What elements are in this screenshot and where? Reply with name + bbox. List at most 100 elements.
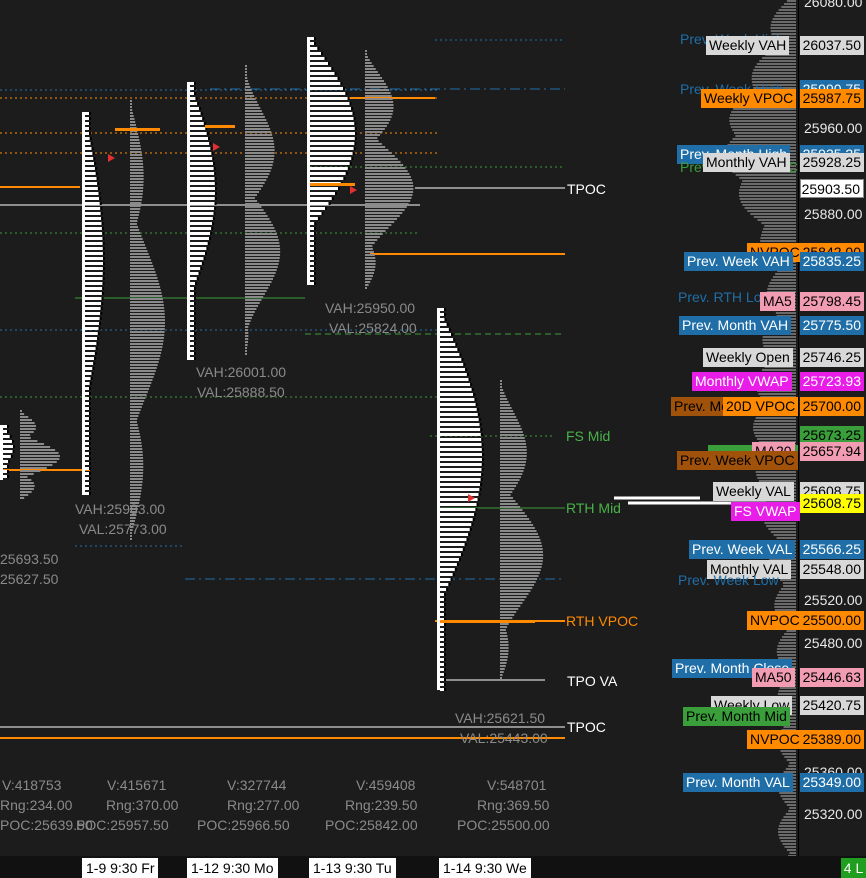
volume-bar-1 [130, 511, 138, 513]
volume-bar-2 [245, 239, 279, 241]
volume-bar-1 [130, 388, 150, 390]
level-price-weekly-open: 25746.25 [800, 348, 864, 367]
volume-bar-3 [365, 110, 394, 112]
composite-volume-bar [780, 588, 796, 590]
tpo-profile-2-row-edge [203, 122, 206, 125]
tpo-profile-3-row-edge [314, 237, 316, 240]
tpo-profile-1-row [85, 162, 95, 165]
composite-volume-bar [772, 18, 796, 20]
volume-bar-4 [500, 572, 540, 574]
tpo-profile-2-row-edge [213, 167, 216, 170]
tpo-profile-1-row [85, 272, 103, 275]
mode-badge[interactable]: 4 L [841, 858, 866, 878]
volume-bar-3 [365, 248, 373, 250]
composite-volume-bar [770, 30, 796, 32]
tpo-profile-4-row [440, 308, 444, 311]
tpo-profile-3-row [310, 187, 338, 190]
composite-volume-bar [784, 846, 796, 848]
tpo-profile-1-row-edge [92, 367, 95, 370]
tpo-profile-2-row [190, 267, 201, 270]
volume-bar-3 [365, 197, 412, 199]
tpo-profile-2-row-edge [194, 342, 196, 345]
composite-volume-bar [783, 585, 796, 587]
composite-volume-bar [779, 822, 796, 824]
tpo-profile-4-row-edge [459, 353, 462, 356]
tpo-profile-2-row-edge [194, 87, 196, 90]
composite-volume-bar [752, 84, 796, 86]
volume-bar-1 [130, 373, 155, 375]
volume-bar-2 [245, 110, 262, 112]
volume-bar-4 [500, 386, 502, 388]
level-tag-monthly-vwap: Monthly VWAP [692, 372, 792, 391]
composite-volume-bar [731, 111, 796, 113]
volume-bar-0 [20, 497, 25, 499]
tpo-profile-3-row [310, 177, 344, 180]
tpo-profile-1-row [85, 467, 89, 470]
composite-volume-bar [771, 33, 796, 35]
volume-bar-0 [20, 494, 29, 496]
volume-bar-2 [245, 77, 248, 79]
tpo-profile-1-row-edge [102, 287, 105, 290]
volume-bar-4 [500, 512, 525, 514]
volume-bar-2 [245, 302, 260, 304]
tpo-profile-4-row [440, 608, 444, 611]
volume-bar-2 [245, 290, 267, 292]
volume-bar-0 [20, 464, 53, 466]
composite-volume-bar [730, 126, 796, 128]
composite-volume-bar [771, 21, 796, 23]
volume-bar-4 [500, 674, 503, 676]
tpo-profile-1-row-edge [89, 457, 91, 460]
level-tag-prev-month-vah: Prev. Month VAH [679, 316, 792, 335]
tpo-profile-4-row-edge [480, 428, 483, 431]
tpo-profile-1-row [85, 267, 103, 270]
volume-bar-3 [365, 98, 393, 100]
composite-volume-bar [778, 657, 796, 659]
tpo-profile-2-row [190, 157, 213, 160]
volume-bar-4 [500, 515, 527, 517]
composite-volume-bar [734, 132, 796, 134]
composite-volume-bar [776, 648, 796, 650]
tpo-profile-4-row [440, 323, 447, 326]
tpo-profile-2-row-edge [210, 147, 213, 150]
tpo-profile-3-row [310, 247, 314, 250]
volume-bar-4 [500, 479, 520, 481]
volume-bar-1 [130, 412, 140, 414]
tpo-profile-1-row-edge [91, 372, 94, 375]
composite-volume-bar [784, 801, 796, 803]
composite-volume-bar [764, 225, 796, 227]
level-tag-weekly-val: Weekly VAL [713, 482, 794, 501]
volume-bar-1 [130, 286, 161, 288]
volume-bar-4 [500, 494, 511, 496]
tpo-profile-4-row [440, 328, 449, 331]
profile-4-vah: VAH:25621.50 [455, 710, 546, 726]
volume-bar-4 [500, 470, 524, 472]
tpo-profile-2-row [190, 187, 215, 190]
tpo-profile-2-row-edge [214, 207, 217, 210]
volume-bar-2 [245, 176, 268, 178]
tpo-profile-1-row [85, 387, 89, 390]
volume-bar-1 [130, 436, 141, 438]
tpo-profile-1-row-edge [101, 217, 104, 220]
tpo-chart-area[interactable]: 25693.50 25627.50 VAH:25983.00 VAL:25773… [0, 0, 798, 856]
level-tag-weekly-open: Weekly Open [703, 348, 793, 367]
volume-bar-0 [20, 413, 25, 415]
tpo-profile-3-row-edge [317, 47, 320, 50]
poc-marker-3 [310, 183, 355, 186]
tpo-profile-4-row-edge [444, 613, 446, 616]
volume-bar-4 [500, 407, 512, 409]
volume-bar-2 [245, 332, 249, 334]
tpo-profile-1-row [85, 112, 89, 115]
tpo-profile-3-row [310, 237, 314, 240]
price-tick: 25960.00 [804, 120, 863, 136]
tpo-profile-4-row [440, 468, 482, 471]
tpo-profile-2-row [190, 197, 215, 200]
tpo-profile-1-row [85, 192, 99, 195]
tpo-profile-4-row-edge [471, 523, 474, 526]
volume-bar-1 [130, 331, 165, 333]
tpo-profile-3-row-edge [354, 137, 357, 140]
level-tag-prev-week-low: Prev. Week Low [678, 572, 779, 588]
tpo-profile-3-row-edge [347, 97, 350, 100]
composite-volume-bar [764, 522, 796, 524]
volume-bar-1 [130, 361, 159, 363]
volume-bar-1 [130, 391, 148, 393]
